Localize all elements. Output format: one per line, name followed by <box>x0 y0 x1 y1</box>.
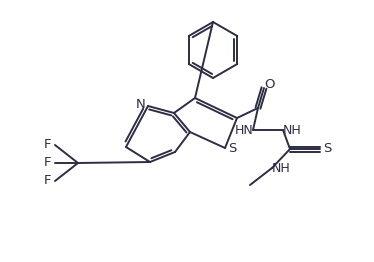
Text: NH: NH <box>272 161 290 174</box>
Text: O: O <box>265 79 275 91</box>
Text: HN: HN <box>234 124 253 138</box>
Text: F: F <box>44 139 52 151</box>
Text: NH: NH <box>283 124 301 138</box>
Text: F: F <box>44 174 52 188</box>
Text: S: S <box>228 143 236 156</box>
Text: S: S <box>323 143 331 156</box>
Text: N: N <box>136 99 146 112</box>
Text: F: F <box>44 156 52 170</box>
